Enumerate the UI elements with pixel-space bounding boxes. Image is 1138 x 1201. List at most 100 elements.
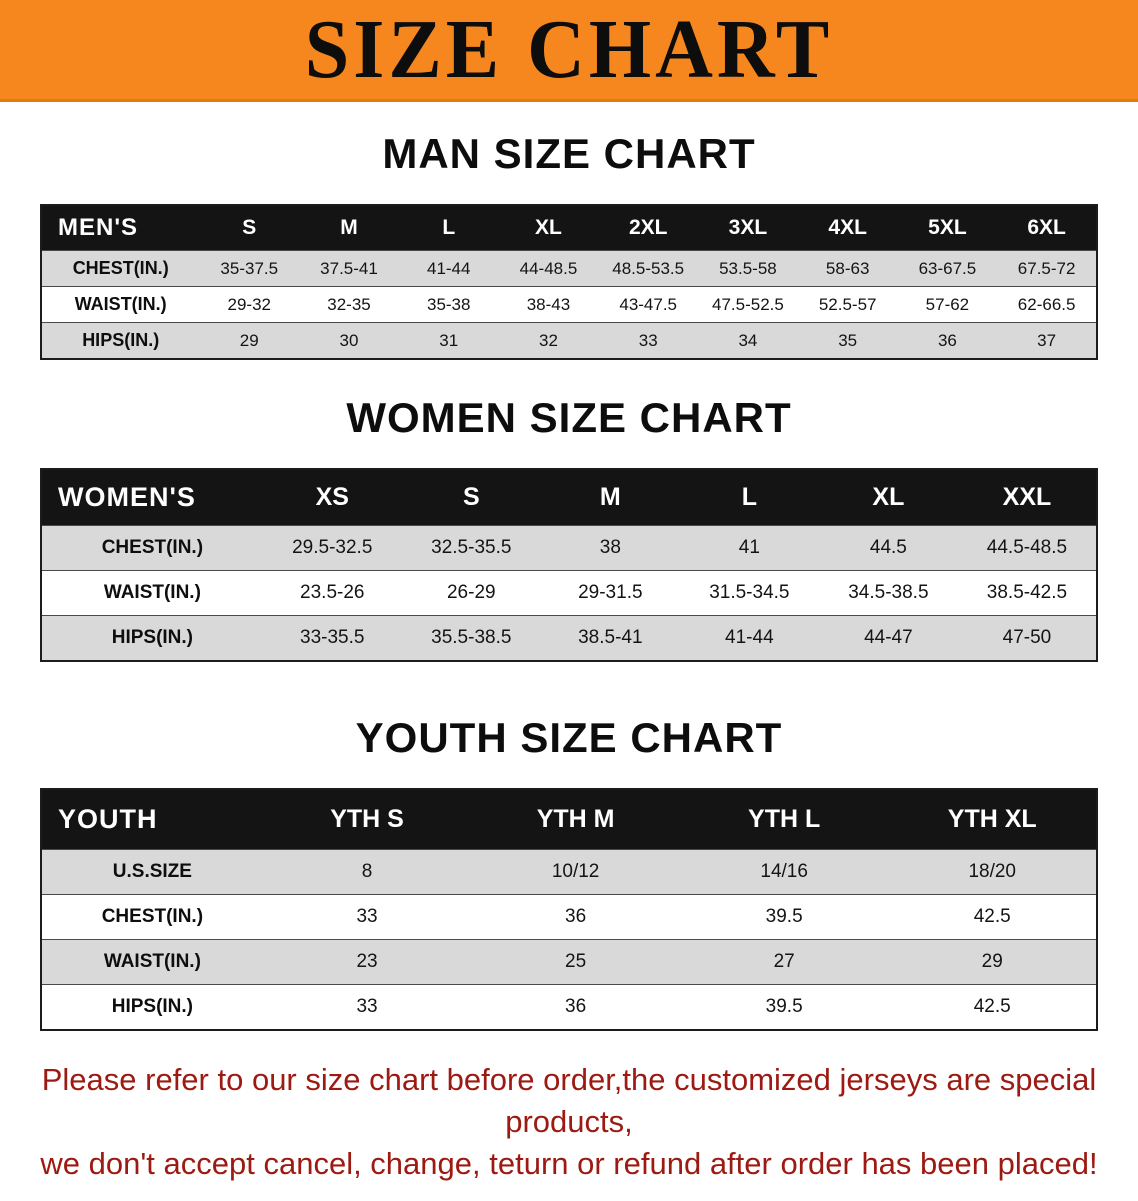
size-value-cell: 25 <box>565 951 587 972</box>
size-row: U.S.SIZE 8 10/12 14/16 18/20 <box>41 849 1097 895</box>
size-value-cell: 41-44 <box>725 627 774 648</box>
size-value-cell: 10/12 <box>551 861 600 882</box>
size-header-cell: YTH M <box>471 789 680 850</box>
size-value-cell: 33 <box>638 330 658 350</box>
table-title-cell: MEN'S <box>41 205 200 251</box>
size-value-cell: 14/16 <box>760 861 808 882</box>
size-section: MAN SIZE CHART MEN'S S M L XL 2XL 3XL 4XL 5XL 6XL… <box>0 130 1138 360</box>
table-header-row: MEN'S S M L XL 2XL 3XL 4XL 5XL 6XL <box>41 205 1097 251</box>
sections-container: MAN SIZE CHART MEN'S S M L XL 2XL 3XL 4XL 5XL 6XL… <box>0 130 1138 1031</box>
size-value-cell: 57-62 <box>925 294 970 314</box>
size-value-cell: 42.5 <box>973 996 1011 1017</box>
disclaimer-line-1: Please refer to our size chart before or… <box>41 1062 1097 1139</box>
section-heading: WOMEN SIZE CHART <box>346 394 792 441</box>
size-value-cell: 67.5-72 <box>1017 258 1076 278</box>
size-value-cell: 43-47.5 <box>619 294 678 314</box>
size-header-cell: XS <box>262 469 402 526</box>
size-value-cell: 37 <box>1037 330 1057 350</box>
size-value-cell: 41 <box>738 537 760 558</box>
size-header-cell: 2XL <box>598 205 699 251</box>
size-value-cell: 26-29 <box>446 582 496 603</box>
size-value-cell: 37.5-41 <box>320 258 378 278</box>
section-heading: MAN SIZE CHART <box>382 130 756 177</box>
size-value-cell: 58-63 <box>825 258 870 278</box>
table-header-row: WOMEN'S XS S M L XL XXL <box>41 469 1097 526</box>
size-header-cell: 5XL <box>897 205 998 251</box>
size-row: CHEST(IN.) 29.5-32.5 32.5-35.5 38 41 44.5 44.5… <box>41 525 1097 571</box>
size-value-cell: 29-31.5 <box>578 582 643 603</box>
size-table: YOUTH YTH S YTH M YTH L YTH XL U.S.SIZE 8 10/1… <box>40 788 1098 1031</box>
row-label: WAIST(IN.) <box>103 582 201 603</box>
size-header-cell: L <box>679 469 819 526</box>
size-value-cell: 18/20 <box>968 861 1016 882</box>
size-value-cell: 48.5-53.5 <box>612 258 685 278</box>
size-value-cell: 63-67.5 <box>918 258 977 278</box>
size-header-cell: XXL <box>957 469 1097 526</box>
size-value-cell: 35-37.5 <box>220 258 279 278</box>
size-header-cell: S <box>401 469 541 526</box>
size-header-cell: M <box>299 205 399 251</box>
size-value-cell: 34.5-38.5 <box>848 582 929 603</box>
size-row: CHEST(IN.) 35-37.5 37.5-41 41-44 44-48.5 48.5… <box>41 250 1097 287</box>
size-value-cell: 44.5 <box>869 537 907 558</box>
size-header-cell: S <box>199 205 300 251</box>
size-value-cell: 42.5 <box>973 906 1011 927</box>
table-title-cell: YOUTH <box>41 789 263 850</box>
size-value-cell: 35 <box>838 330 858 350</box>
size-section: YOUTH SIZE CHART YOUTH YTH S YTH M YTH L YTH… <box>0 714 1138 1031</box>
size-value-cell: 53.5-58 <box>719 258 777 278</box>
size-value-cell: 38.5-41 <box>578 627 643 648</box>
row-label: HIPS(IN.) <box>82 330 160 350</box>
row-label: CHEST(IN.) <box>101 537 204 558</box>
disclaimer-line-2: we don't accept cancel, change, teturn o… <box>40 1145 1098 1181</box>
size-value-cell: 31 <box>439 330 459 350</box>
size-row: HIPS(IN.) 33 36 39.5 42.5 <box>41 984 1097 1030</box>
size-value-cell: 44-47 <box>864 627 913 648</box>
size-value-cell: 32.5-35.5 <box>431 537 512 558</box>
size-value-cell: 38.5-42.5 <box>986 582 1068 603</box>
size-header-cell: YTH L <box>679 789 889 850</box>
size-header-cell: 6XL <box>997 205 1097 251</box>
size-header-cell: XL <box>818 469 958 526</box>
row-label: HIPS(IN.) <box>111 627 194 648</box>
size-value-cell: 29-32 <box>227 294 271 314</box>
size-header-cell: L <box>398 205 499 251</box>
size-value-cell: 33-35.5 <box>300 627 365 648</box>
size-value-cell: 32 <box>539 330 558 350</box>
size-header-cell: YTH XL <box>888 789 1097 850</box>
size-value-cell: 52.5-57 <box>818 294 877 314</box>
size-value-cell: 47-50 <box>1002 627 1052 648</box>
size-value-cell: 29.5-32.5 <box>292 537 373 558</box>
size-row: WAIST(IN.) 23 25 27 29 <box>41 939 1097 985</box>
size-value-cell: 35.5-38.5 <box>431 627 512 648</box>
disclaimer: Please refer to our size chart before or… <box>19 1059 1119 1185</box>
row-label: WAIST(IN.) <box>103 951 201 972</box>
size-value-cell: 38-43 <box>526 294 571 314</box>
size-row: HIPS(IN.) 29 30 31 32 33 34 35 36 37 <box>41 322 1097 359</box>
row-label: U.S.SIZE <box>112 861 192 882</box>
banner: SIZE CHART <box>0 0 1138 102</box>
size-value-cell: 31.5-34.5 <box>709 582 790 603</box>
size-value-cell: 35-38 <box>426 294 471 314</box>
size-header-cell: XL <box>498 205 599 251</box>
size-value-cell: 33 <box>356 906 378 927</box>
size-header-cell: 4XL <box>797 205 898 251</box>
size-value-cell: 23.5-26 <box>300 582 365 603</box>
size-value-cell: 8 <box>361 861 373 882</box>
size-value-cell: 23 <box>356 951 378 972</box>
size-value-cell: 33 <box>356 996 378 1017</box>
size-value-cell: 44-48.5 <box>519 258 578 278</box>
size-row: WAIST(IN.) 29-32 32-35 35-38 38-43 43-47.5 47.… <box>41 286 1097 323</box>
table-header-row: YOUTH YTH S YTH M YTH L YTH XL <box>41 789 1097 850</box>
section-heading: YOUTH SIZE CHART <box>355 714 783 761</box>
size-value-cell: 41-44 <box>426 258 471 278</box>
size-table: WOMEN'S XS S M L XL XXL CHEST(IN.) 29.5-32.5 32.… <box>40 468 1098 662</box>
row-label: WAIST(IN.) <box>74 294 167 314</box>
row-label: HIPS(IN.) <box>111 996 194 1017</box>
size-value-cell: 62-66.5 <box>1017 294 1076 314</box>
size-value-cell: 36 <box>565 906 587 927</box>
size-row: HIPS(IN.) 33-35.5 35.5-38.5 38.5-41 41-44 44-… <box>41 615 1097 661</box>
size-row: CHEST(IN.) 33 36 39.5 42.5 <box>41 894 1097 940</box>
size-value-cell: 29 <box>981 951 1003 972</box>
